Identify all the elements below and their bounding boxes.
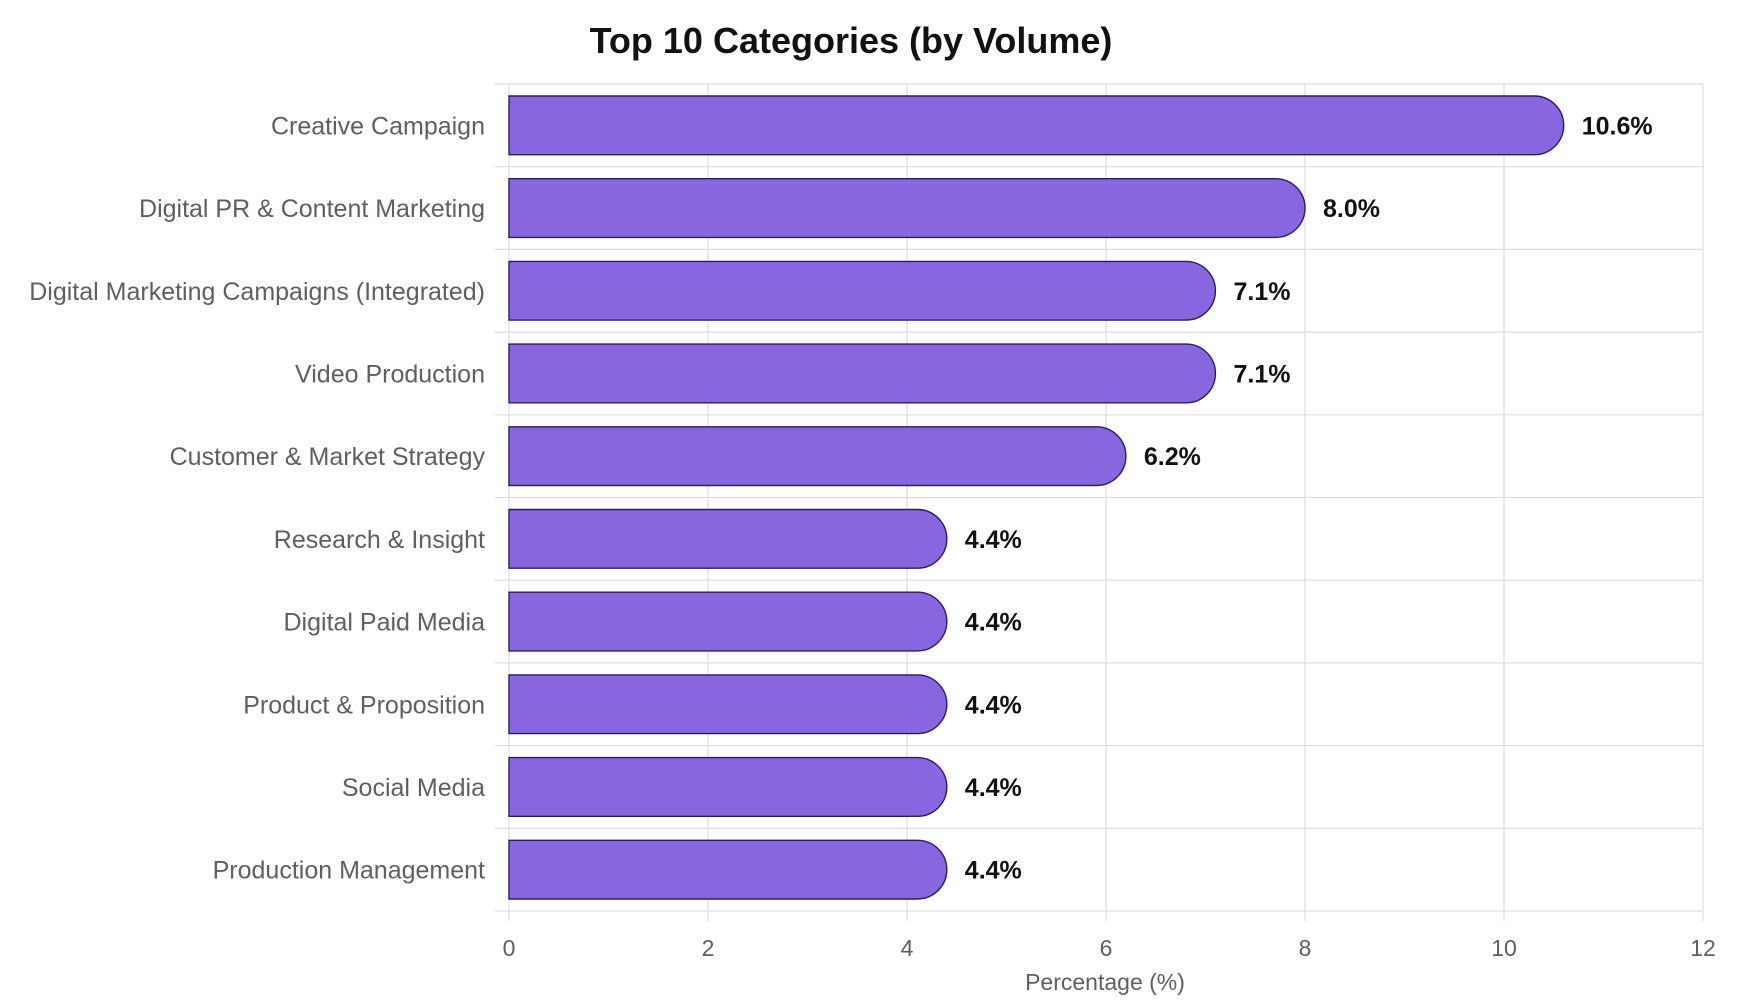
value-label: 7.1% — [1233, 360, 1290, 388]
category-label: Research & Insight — [274, 526, 485, 554]
bar — [508, 95, 1565, 156]
labels-layer: Creative Campaign 10.6% Digital PR & Conte… — [29, 112, 1652, 884]
value-label: 4.4% — [965, 774, 1022, 802]
value-label: 10.6% — [1582, 112, 1653, 140]
category-label: Digital Paid Media — [284, 609, 486, 637]
category-label: Production Management — [213, 857, 485, 885]
bar — [508, 591, 948, 652]
category-label: Creative Campaign — [271, 112, 485, 140]
value-label: 7.1% — [1233, 278, 1290, 306]
value-label: 4.4% — [965, 526, 1022, 554]
category-label: Digital Marketing Campaigns (Integrated) — [29, 278, 485, 306]
x-tick-label: 10 — [1491, 935, 1517, 961]
x-tick-label: 8 — [1299, 935, 1312, 961]
value-label: 8.0% — [1323, 195, 1380, 223]
value-label: 4.4% — [965, 609, 1022, 637]
x-axis-ticks: 0 2 4 6 8 10 12 — [503, 911, 1716, 961]
category-label: Product & Proposition — [243, 691, 485, 719]
x-tick-label: 0 — [503, 935, 516, 961]
x-tick-label: 6 — [1100, 935, 1113, 961]
bar — [508, 839, 948, 900]
grid-layer — [495, 83, 1704, 912]
category-label: Customer & Market Strategy — [170, 443, 486, 471]
category-label: Social Media — [342, 774, 485, 802]
value-label: 4.4% — [965, 857, 1022, 885]
bar — [508, 426, 1127, 487]
bar — [508, 260, 1216, 321]
bar — [508, 508, 948, 569]
x-tick-label: 4 — [901, 935, 914, 961]
value-label: 4.4% — [965, 691, 1022, 719]
x-axis-title: Percentage (%) — [1025, 969, 1185, 995]
bars-layer — [508, 95, 1565, 900]
bar — [508, 343, 1217, 404]
bar — [508, 177, 1306, 239]
x-tick-label: 2 — [702, 935, 715, 961]
x-tick-label: 12 — [1690, 935, 1716, 961]
chart-title: Top 10 Categories (by Volume) — [590, 20, 1113, 61]
bar — [508, 674, 948, 735]
value-label: 6.2% — [1144, 443, 1201, 471]
category-label: Video Production — [295, 360, 485, 388]
category-label: Digital PR & Content Marketing — [139, 195, 485, 223]
bar — [508, 756, 948, 818]
